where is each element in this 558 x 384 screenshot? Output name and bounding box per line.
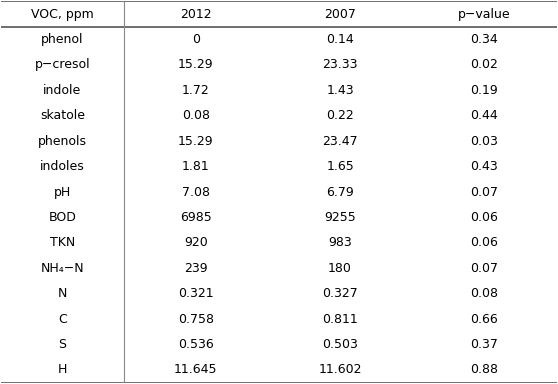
Text: N: N [58,287,67,300]
Text: 0.327: 0.327 [322,287,358,300]
Text: 11.602: 11.602 [318,363,362,376]
Text: 9255: 9255 [324,211,356,224]
Text: 983: 983 [328,236,352,249]
Text: 6.79: 6.79 [326,185,354,199]
Text: 15.29: 15.29 [178,58,214,71]
Text: 0.06: 0.06 [470,236,498,249]
Text: 1.65: 1.65 [326,160,354,173]
Text: p−cresol: p−cresol [35,58,90,71]
Text: 11.645: 11.645 [174,363,218,376]
Text: 23.33: 23.33 [323,58,358,71]
Text: 6985: 6985 [180,211,211,224]
Text: pH: pH [54,185,71,199]
Text: 239: 239 [184,262,208,275]
Text: 0.43: 0.43 [470,160,498,173]
Text: 23.47: 23.47 [323,135,358,148]
Text: indoles: indoles [40,160,85,173]
Text: 7.08: 7.08 [182,185,210,199]
Text: 0.536: 0.536 [178,338,214,351]
Text: 0.503: 0.503 [322,338,358,351]
Text: 0: 0 [192,33,200,46]
Text: 0.07: 0.07 [470,185,498,199]
Text: 2012: 2012 [180,8,211,21]
Text: 920: 920 [184,236,208,249]
Text: 0.34: 0.34 [470,33,498,46]
Text: TKN: TKN [50,236,75,249]
Text: 180: 180 [328,262,352,275]
Text: 0.44: 0.44 [470,109,498,122]
Text: 0.08: 0.08 [182,109,210,122]
Text: BOD: BOD [49,211,76,224]
Text: 2007: 2007 [324,8,356,21]
Text: 0.22: 0.22 [326,109,354,122]
Text: 0.14: 0.14 [326,33,354,46]
Text: 0.37: 0.37 [470,338,498,351]
Text: phenols: phenols [38,135,87,148]
Text: 0.88: 0.88 [470,363,498,376]
Text: 0.07: 0.07 [470,262,498,275]
Text: VOC, ppm: VOC, ppm [31,8,94,21]
Text: 0.08: 0.08 [470,287,498,300]
Text: 1.72: 1.72 [182,84,210,97]
Text: indole: indole [44,84,81,97]
Text: 0.321: 0.321 [178,287,214,300]
Text: phenol: phenol [41,33,84,46]
Text: 1.81: 1.81 [182,160,210,173]
Text: 0.758: 0.758 [177,313,214,326]
Text: 0.02: 0.02 [470,58,498,71]
Text: 0.06: 0.06 [470,211,498,224]
Text: 0.811: 0.811 [322,313,358,326]
Text: 0.03: 0.03 [470,135,498,148]
Text: p−value: p−value [458,8,511,21]
Text: skatole: skatole [40,109,85,122]
Text: C: C [58,313,67,326]
Text: H: H [58,363,67,376]
Text: NH₄−N: NH₄−N [41,262,84,275]
Text: 1.43: 1.43 [326,84,354,97]
Text: S: S [59,338,66,351]
Text: 0.19: 0.19 [470,84,498,97]
Text: 15.29: 15.29 [178,135,214,148]
Text: 0.66: 0.66 [470,313,498,326]
